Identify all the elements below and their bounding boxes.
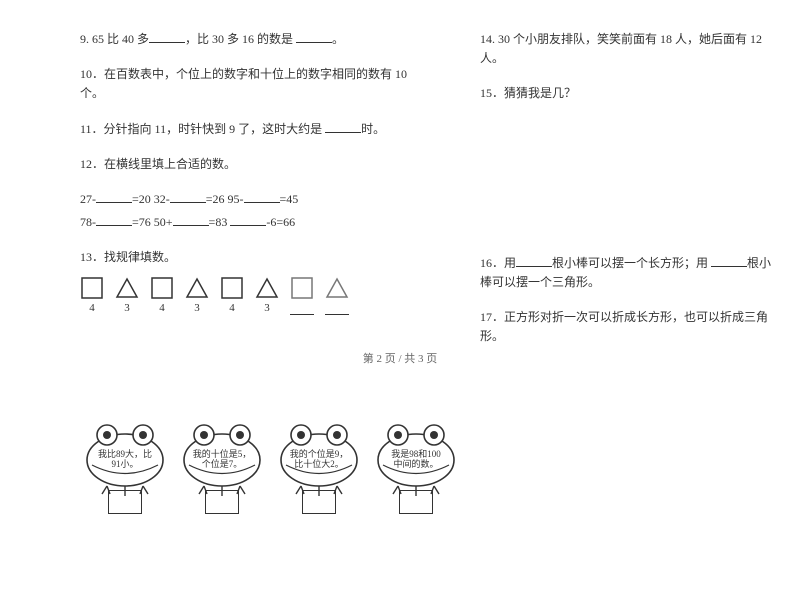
pattern-num-6: 3 <box>255 302 279 314</box>
square-icon <box>290 276 314 300</box>
eq1d: =45 <box>280 192 299 206</box>
q11-blank[interactable] <box>325 120 361 133</box>
frog-1-line1: 我比89大，比 <box>98 449 152 459</box>
question-9: 9. 65 比 40 多 ，比 30 多 16 的数是 。 <box>80 30 410 49</box>
q9-blank-1[interactable] <box>149 30 185 43</box>
q9-text-c: 。 <box>332 32 344 46</box>
eq2-blank-1[interactable] <box>96 213 132 226</box>
frog-3-line1: 我的个位是9， <box>290 449 349 459</box>
question-11: 11．分针指向 11，时针快到 9 了，这时大约是 时。 <box>80 120 410 139</box>
frog-4-line2: 中间的数。 <box>393 459 438 469</box>
q9-text-a: 9. 65 比 40 多 <box>80 32 149 46</box>
question-10: 10．在百数表中，个位上的数字和十位上的数字相同的数有 10 个。 <box>80 65 410 103</box>
eq2-blank-3[interactable] <box>230 213 266 226</box>
square-icon <box>80 276 104 300</box>
frogs-row: 我比89大，比 91小。 我的十位是5， 个位是7。 <box>80 420 465 542</box>
pattern-item-3: 4 <box>150 276 174 314</box>
pattern-item-8 <box>325 276 349 315</box>
pattern-blank-8[interactable] <box>325 302 349 315</box>
q16-blank-1[interactable] <box>516 254 552 267</box>
left-column: 9. 65 比 40 多 ，比 30 多 16 的数是 。 10．在百数表中，个位… <box>80 30 410 315</box>
pattern-blank-7[interactable] <box>290 302 314 315</box>
q17-text: 17．正方形对折一次可以折成长方形，也可以折成三角形。 <box>480 310 768 343</box>
eq1-blank-1[interactable] <box>96 190 132 203</box>
frog-1: 我比89大，比 91小。 <box>80 420 170 542</box>
eq1a: 27- <box>80 192 96 206</box>
q13-text: 13．找规律填数。 <box>80 250 176 264</box>
frog-4-answer-box[interactable] <box>399 490 433 514</box>
triangle-icon <box>115 276 139 300</box>
q14-text: 14. 30 个小朋友排队，笑笑前面有 18 人，她后面有 12 人。 <box>480 32 762 65</box>
q11-text-a: 11．分针指向 11，时针快到 9 了，这时大约是 <box>80 122 325 136</box>
pattern-num-4: 3 <box>185 302 209 314</box>
question-17: 17．正方形对折一次可以折成长方形，也可以折成三角形。 <box>480 308 780 346</box>
square-icon <box>150 276 174 300</box>
square-icon <box>220 276 244 300</box>
q10-text: 10．在百数表中，个位上的数字和十位上的数字相同的数有 10 个。 <box>80 67 407 100</box>
frog-2: 我的十位是5， 个位是7。 <box>177 420 267 542</box>
question-12: 12．在横线里填上合适的数。 <box>80 155 410 174</box>
pattern-num-3: 4 <box>150 302 174 314</box>
q16-blank-2[interactable] <box>711 254 747 267</box>
footer-text: 第 2 页 / 共 3 页 <box>363 353 438 365</box>
pattern-item-1: 4 <box>80 276 104 314</box>
pattern-item-5: 4 <box>220 276 244 314</box>
eq2b: =76 50+ <box>132 215 173 229</box>
q16-text-b: 根小棒可以摆一个长方形；用 <box>552 256 711 270</box>
q9-blank-2[interactable] <box>296 30 332 43</box>
frog-3-line2: 比十位大2。 <box>294 459 344 469</box>
pattern-item-6: 3 <box>255 276 279 314</box>
pattern-num-1: 4 <box>80 302 104 314</box>
eq1b: =20 32- <box>132 192 170 206</box>
frog-2-line1: 我的十位是5， <box>193 449 252 459</box>
triangle-icon <box>185 276 209 300</box>
frog-1-line2: 91小。 <box>111 459 138 469</box>
frog-2-line2: 个位是7。 <box>202 459 243 469</box>
frog-3: 我的个位是9， 比十位大2。 <box>274 420 364 542</box>
pattern-row: 4 3 4 3 4 3 <box>80 276 410 315</box>
equation-row-1: 27- =20 32- =26 95- =45 <box>80 190 410 209</box>
frog-4-line1: 我是98和100 <box>391 449 441 459</box>
q12-text: 12．在横线里填上合适的数。 <box>80 157 236 171</box>
eq2c: =83 <box>209 215 231 229</box>
pattern-item-4: 3 <box>185 276 209 314</box>
eq2a: 78- <box>80 215 96 229</box>
question-13: 13．找规律填数。 <box>80 248 410 267</box>
frog-3-answer-box[interactable] <box>302 490 336 514</box>
frog-4: 我是98和100 中间的数。 <box>371 420 461 542</box>
question-15: 15．猜猜我是几？ <box>480 84 780 103</box>
eq2d: -6=66 <box>266 215 295 229</box>
pattern-item-2: 3 <box>115 276 139 314</box>
pattern-item-7 <box>290 276 314 315</box>
pattern-num-2: 3 <box>115 302 139 314</box>
frog-1-answer-box[interactable] <box>108 490 142 514</box>
eq1c: =26 95- <box>206 192 244 206</box>
q16-text-a: 16．用 <box>480 256 516 270</box>
q11-text-b: 时。 <box>361 122 385 136</box>
q15-text: 15．猜猜我是几？ <box>480 86 576 100</box>
equation-row-2: 78- =76 50+ =83 -6=66 <box>80 213 410 232</box>
question-14: 14. 30 个小朋友排队，笑笑前面有 18 人，她后面有 12 人。 <box>480 30 780 68</box>
pattern-num-5: 4 <box>220 302 244 314</box>
eq1-blank-2[interactable] <box>170 190 206 203</box>
question-16: 16．用根小棒可以摆一个长方形；用 根小棒可以摆一个三角形。 <box>480 254 780 292</box>
triangle-icon <box>255 276 279 300</box>
page-footer: 第 2 页 / 共 3 页 <box>0 350 800 366</box>
eq1-blank-3[interactable] <box>244 190 280 203</box>
right-column: 14. 30 个小朋友排队，笑笑前面有 18 人，她后面有 12 人。 15．猜… <box>480 30 780 362</box>
frog-2-answer-box[interactable] <box>205 490 239 514</box>
q9-text-b: ，比 30 多 16 的数是 <box>185 32 296 46</box>
triangle-icon <box>325 276 349 300</box>
eq2-blank-2[interactable] <box>173 213 209 226</box>
